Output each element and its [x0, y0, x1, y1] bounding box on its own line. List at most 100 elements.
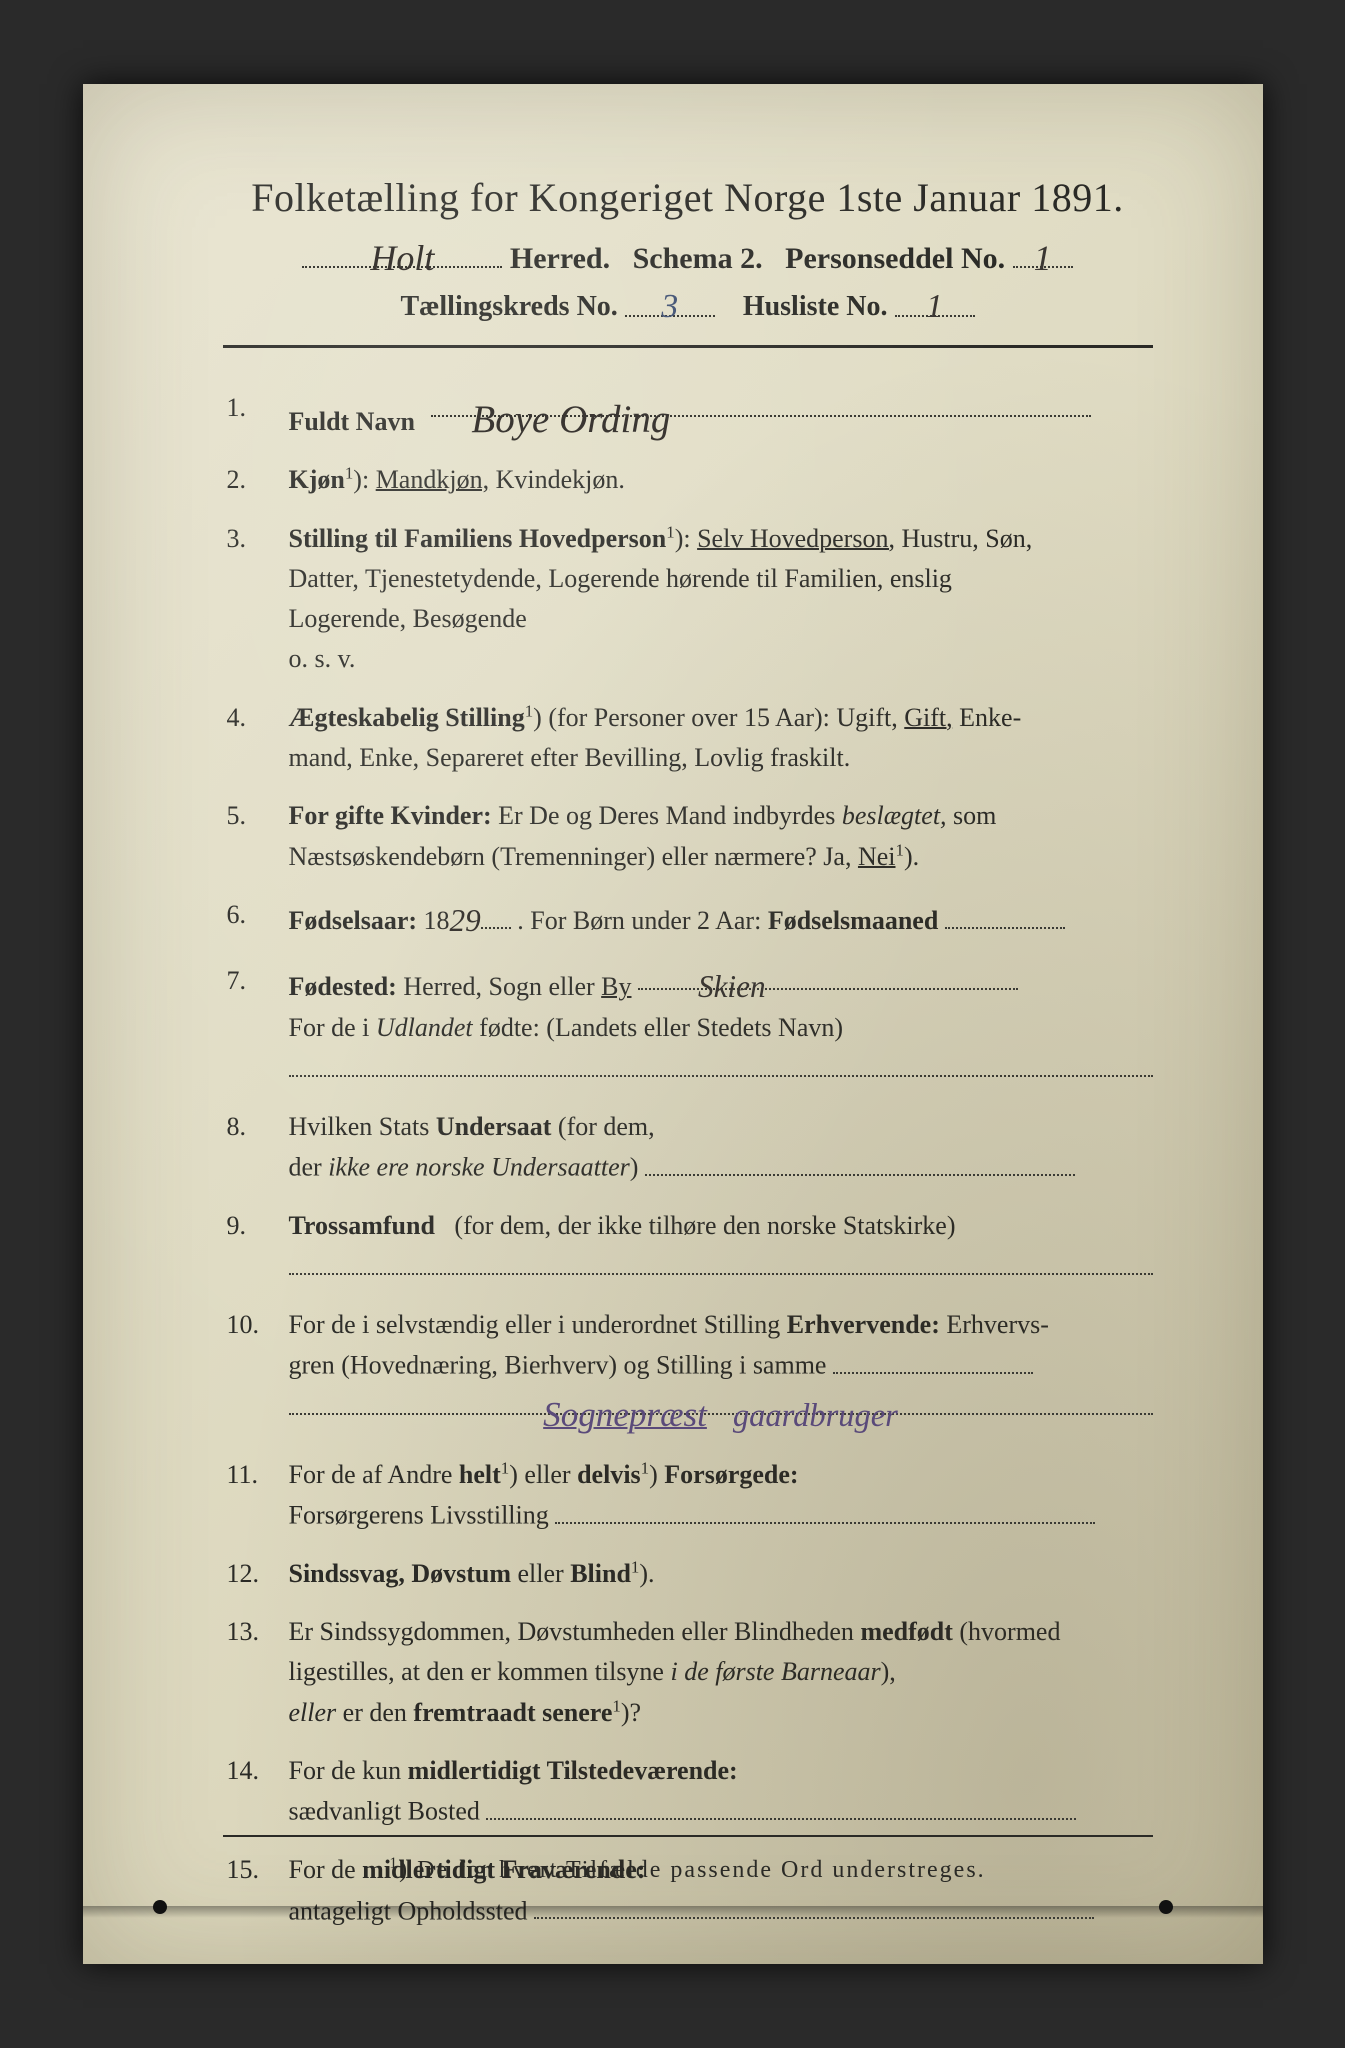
q8-line2: der — [289, 1153, 322, 1182]
q10-occupation-2: gaardbruger — [733, 1398, 898, 1434]
q1-label: Fuldt Navn — [289, 407, 415, 436]
q3-selv: Selv Hovedperson, — [697, 524, 895, 553]
husliste-label: Husliste No. — [743, 291, 888, 322]
item-number: 9. — [227, 1206, 289, 1287]
sup-1: 1 — [501, 1458, 509, 1477]
q2-kvindekjon: Kvindekjøn. — [496, 465, 625, 494]
q3-rest2: Datter, Tjenestetydende, Logerende høren… — [289, 564, 952, 593]
q7-label: Fødested: — [289, 972, 397, 1001]
q6-b: . For Børn under 2 Aar: — [517, 906, 761, 935]
q4-line2: mand, Enke, Separeret efter Bevilling, L… — [289, 743, 851, 772]
item-5: 5. For gifte Kvinder: Er De og Deres Man… — [227, 796, 1153, 877]
item-13: 13. Er Sindssygdommen, Døvstumheden elle… — [227, 1612, 1153, 1733]
q6-label: Fødselsaar: — [289, 906, 418, 935]
q13-line2b: i de første Barneaar — [670, 1657, 880, 1686]
q12-b: eller — [518, 1559, 564, 1588]
sup-1: 1 — [612, 1696, 620, 1715]
q7-blank-line — [289, 1048, 1153, 1077]
q10-erhvervende: Erhvervende: — [787, 1310, 940, 1339]
item-number: 10. — [227, 1305, 289, 1436]
q2-paren: ): — [353, 465, 369, 494]
q7-udlandet: Udlandet — [376, 1013, 473, 1042]
q1-name-handwritten: Boye Ording — [431, 398, 670, 441]
q8-c: (for dem, — [558, 1112, 655, 1141]
q6-18: 18 — [424, 906, 450, 935]
q3-paren: ): — [675, 524, 691, 553]
q12-d: ). — [639, 1559, 654, 1588]
personseddel-no: 1 — [1034, 238, 1052, 278]
item-9: 9. Trossamfund (for dem, der ikke tilhør… — [227, 1206, 1153, 1287]
q14-a: For de kun — [289, 1756, 402, 1785]
footnote-sup: 1 — [389, 1855, 399, 1872]
header-line-3: Tællingskreds No. 3 Husliste No. 1 — [223, 286, 1153, 323]
q10-line2: gren (Hovednæring, Bierhverv) og Stillin… — [289, 1351, 827, 1380]
question-list: 1. Fuldt Navn Boye Ording 2. Kjøn1): Man… — [223, 388, 1153, 1931]
q12-blind: Blind — [570, 1559, 631, 1588]
q13-a: Er Sindssygdommen, Døvstumheden eller Bl… — [289, 1617, 854, 1646]
item-number: 7. — [227, 961, 289, 1088]
q3-rest3: Logerende, Besøgende — [289, 604, 527, 633]
item-7: 7. Fødested: Herred, Sogn eller By Skien… — [227, 961, 1153, 1088]
q2-mandkjon: Mandkjøn, — [376, 465, 489, 494]
sup-1: 1 — [641, 1458, 649, 1477]
item-number: 12. — [227, 1554, 289, 1594]
q13-line2a: ligestilles, at den er kommen tilsyne — [289, 1657, 664, 1686]
q7-b: Herred, Sogn eller — [403, 972, 594, 1001]
herred-handwritten: Holt — [370, 238, 434, 278]
ink-spot — [1159, 1900, 1173, 1914]
q11-forsorgede: Forsørgede: — [664, 1460, 798, 1489]
sup-1: 1 — [525, 701, 533, 720]
q5-nei: Nei — [858, 842, 896, 871]
item-11: 11. For de af Andre helt1) eller delvis1… — [227, 1455, 1153, 1536]
q5-c: som — [953, 801, 996, 830]
q4-text: ) (for Personer over 15 Aar): Ugift, — [533, 703, 898, 732]
q3-rest4: o. s. v. — [289, 644, 356, 673]
q3-rest1: Hustru, Søn, — [901, 524, 1032, 553]
kreds-label: Tællingskreds No. — [400, 291, 617, 322]
schema-label: Schema 2. — [633, 242, 763, 275]
q4-rest: Enke- — [959, 703, 1021, 732]
q8-ital: ikke ere norske Undersaatter — [328, 1153, 630, 1182]
item-2: 2. Kjøn1): Mandkjøn, Kvindekjøn. — [227, 460, 1153, 500]
ink-spot — [153, 1900, 167, 1914]
q9-blank-line — [289, 1246, 1153, 1275]
item-number: 6. — [227, 895, 289, 943]
husliste-no: 1 — [926, 288, 943, 325]
q5-beslaegtet: beslægtet, — [842, 801, 947, 830]
sup-1: 1 — [666, 522, 674, 541]
item-1: 1. Fuldt Navn Boye Ording — [227, 388, 1153, 442]
sup-1: 1 — [896, 840, 904, 859]
item-number: 8. — [227, 1107, 289, 1188]
q5-d: ). — [904, 842, 919, 871]
item-number: 14. — [227, 1751, 289, 1832]
item-number: 13. — [227, 1612, 289, 1733]
q8-d: ) — [630, 1153, 639, 1182]
q9-b: (for dem, der ikke tilhøre den norske St… — [454, 1211, 955, 1240]
kreds-no: 3 — [661, 288, 678, 325]
q4-label: Ægteskabelig Stilling — [289, 703, 525, 732]
q11-delvis: delvis — [577, 1460, 641, 1489]
item-number: 4. — [227, 698, 289, 779]
q13-line3b: er den — [343, 1698, 407, 1727]
form-title: Folketælling for Kongeriget Norge 1ste J… — [223, 174, 1153, 221]
item-3: 3. Stilling til Familiens Hovedperson1):… — [227, 519, 1153, 680]
item-12: 12. Sindssvag, Døvstum eller Blind1). — [227, 1554, 1153, 1594]
q4-gift: Gift, — [904, 703, 952, 732]
q9-label: Trossamfund — [289, 1211, 435, 1240]
q5-label: For gifte Kvinder: — [289, 801, 492, 830]
q10-occupation-1: Sognepræst — [543, 1395, 707, 1434]
q5-line2: Næstsøskendebørn (Tremenninger) eller næ… — [289, 842, 852, 871]
item-8: 8. Hvilken Stats Undersaat (for dem, der… — [227, 1107, 1153, 1188]
footnote: 1) De for hvert Tilfælde passende Ord un… — [223, 1835, 1153, 1884]
item-number: 1. — [227, 388, 289, 442]
item-number: 5. — [227, 796, 289, 877]
q11-line2: Forsørgerens Livsstilling — [289, 1501, 549, 1530]
item-number: 3. — [227, 519, 289, 680]
header-divider — [223, 345, 1153, 348]
q11-helt: helt — [459, 1460, 501, 1489]
q8-undersaat: Undersaat — [436, 1112, 552, 1141]
census-form-page: Folketælling for Kongeriget Norge 1ste J… — [83, 84, 1263, 1964]
q5-b: Er De og Deres Mand indbyrdes — [498, 801, 835, 830]
q13-medfodt: medfødt — [860, 1617, 952, 1646]
item-number: 2. — [227, 460, 289, 500]
